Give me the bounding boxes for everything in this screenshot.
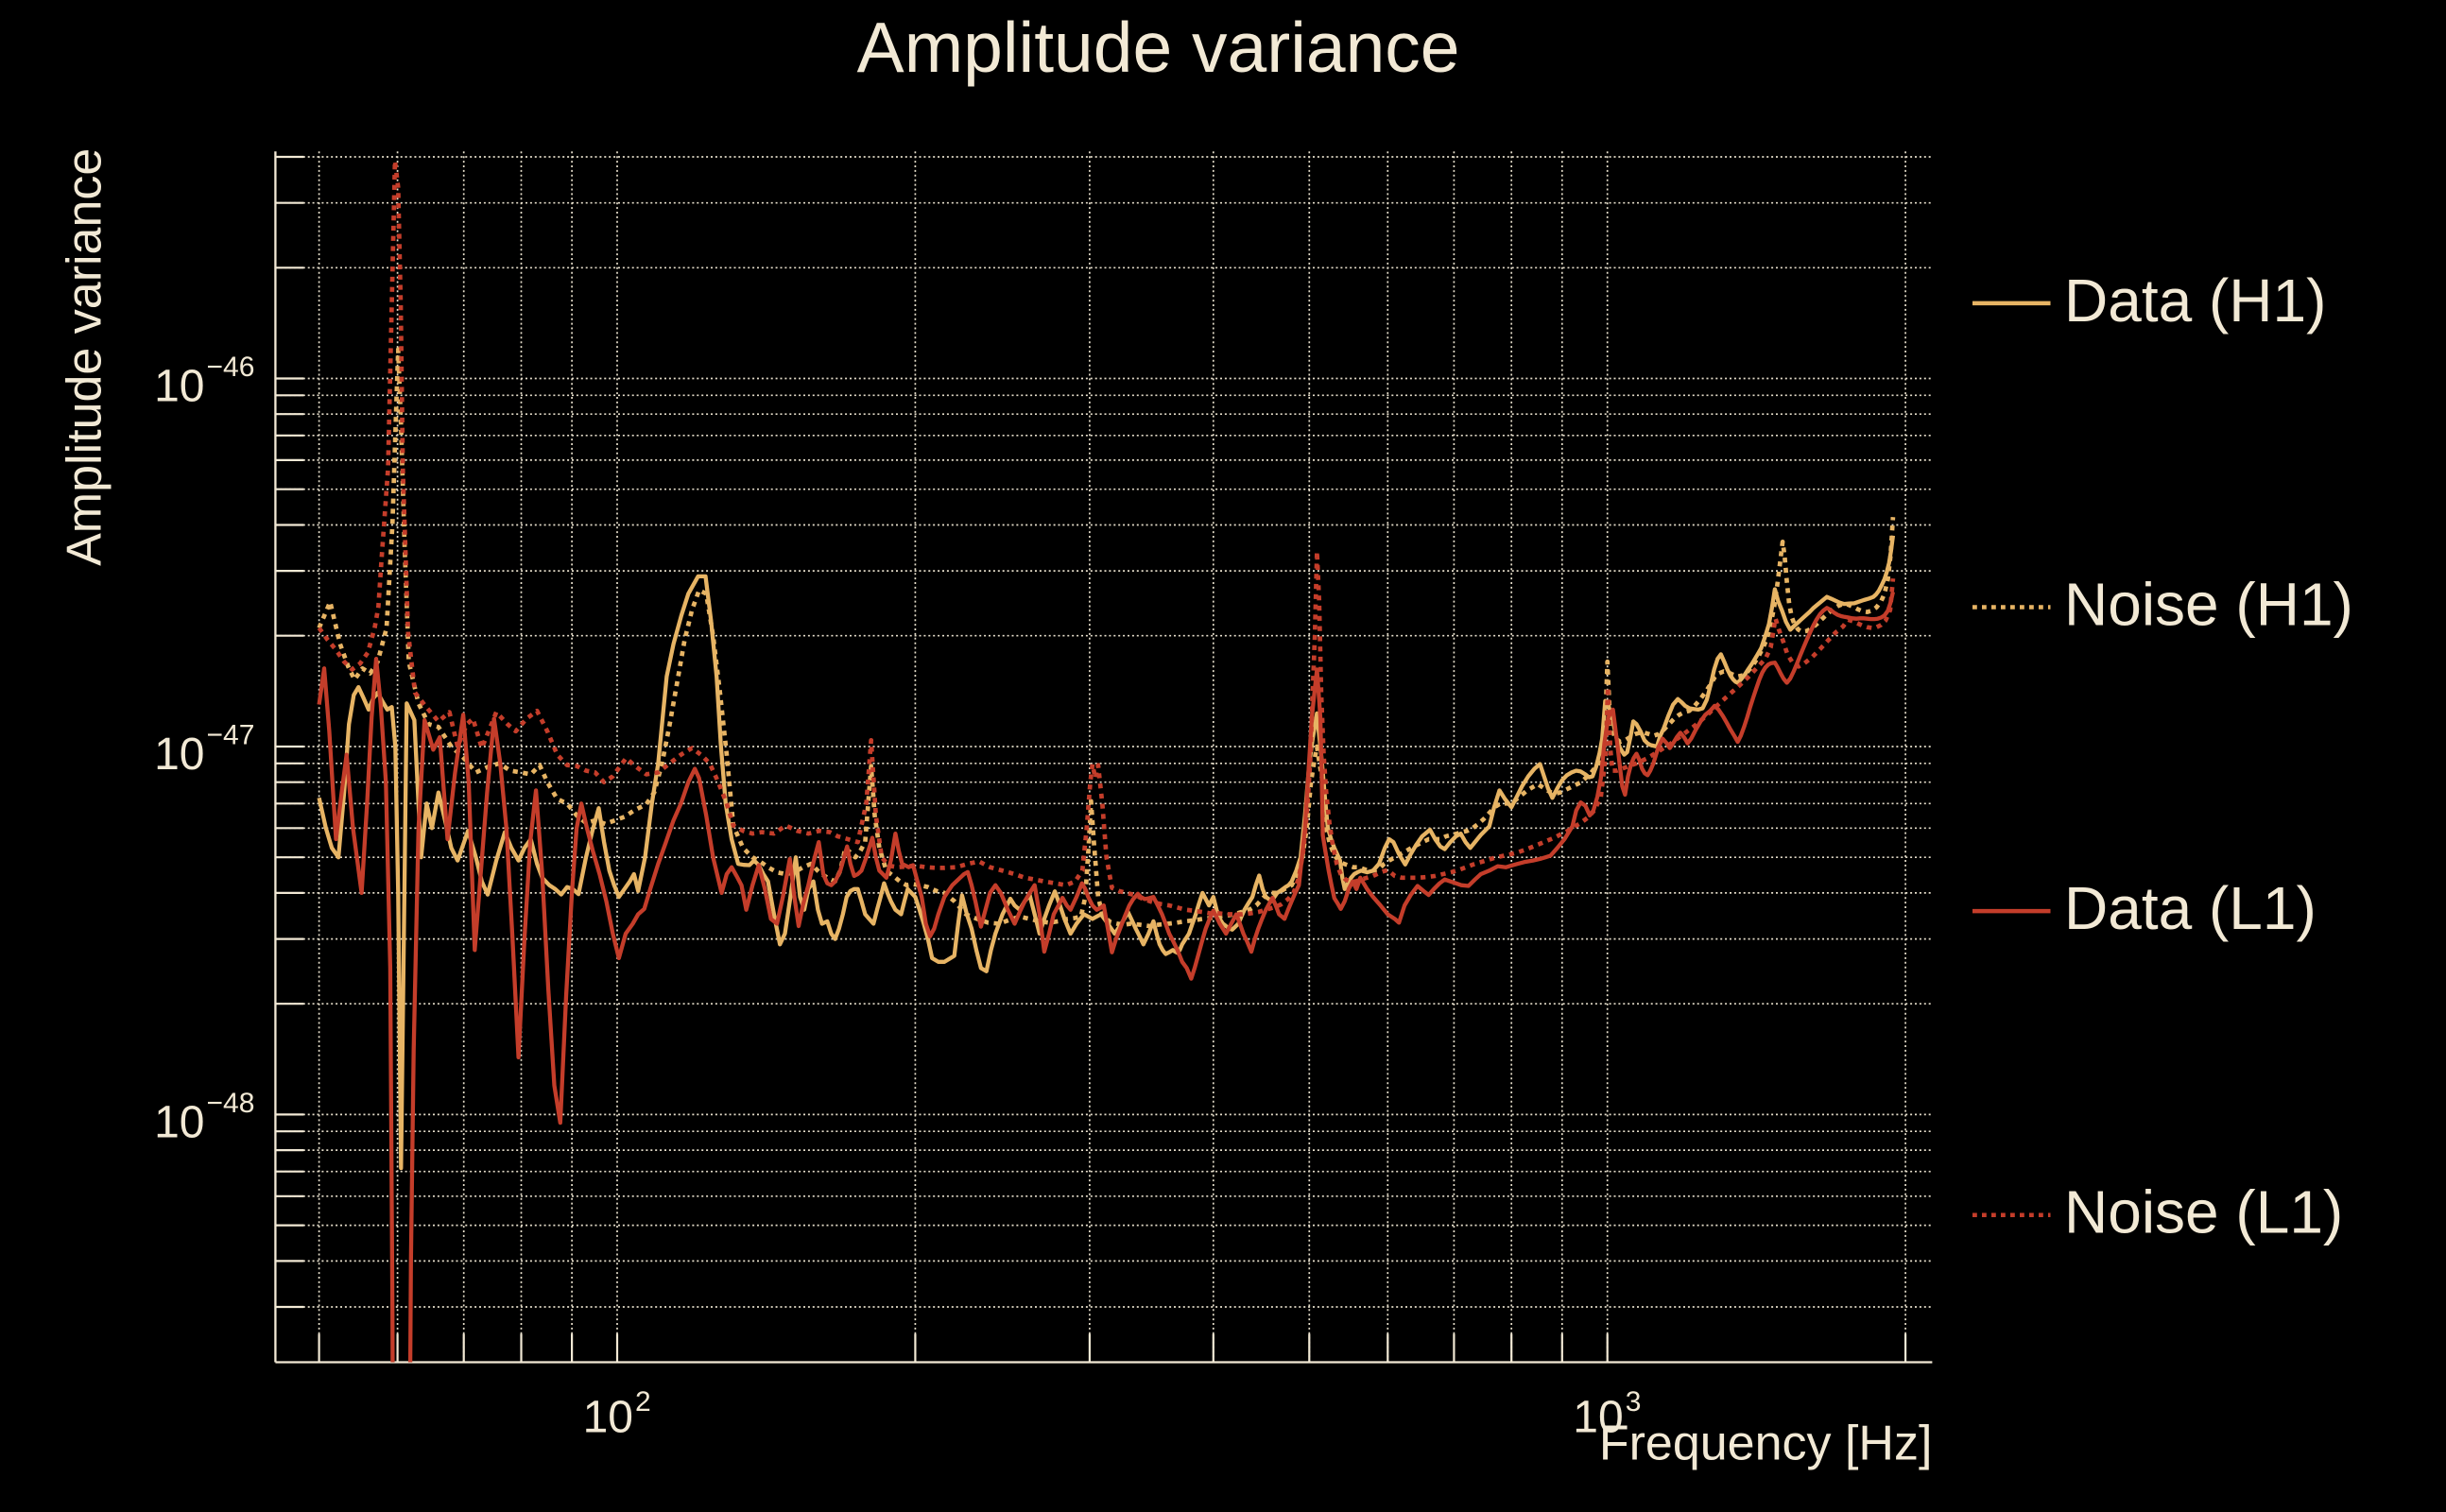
svg-text:10: 10	[1573, 1392, 1623, 1442]
svg-text:Data (H1): Data (H1)	[2064, 266, 2326, 335]
svg-text:10: 10	[583, 1392, 633, 1442]
svg-text:10: 10	[154, 362, 204, 412]
svg-text:Noise (L1): Noise (L1)	[2064, 1178, 2343, 1246]
svg-text:−46: −46	[207, 352, 255, 383]
svg-text:10: 10	[154, 1098, 204, 1148]
svg-text:Amplitude variance: Amplitude variance	[57, 148, 112, 566]
svg-text:3: 3	[1626, 1386, 1642, 1418]
svg-text:−47: −47	[207, 719, 255, 750]
svg-text:−48: −48	[207, 1088, 255, 1119]
svg-text:2: 2	[635, 1386, 651, 1418]
svg-text:Data (L1): Data (L1)	[2064, 874, 2317, 942]
svg-text:Noise (H1): Noise (H1)	[2064, 571, 2353, 639]
svg-text:Frequency [Hz]: Frequency [Hz]	[1599, 1416, 1933, 1470]
svg-text:Amplitude variance: Amplitude variance	[857, 8, 1460, 87]
svg-text:10: 10	[154, 730, 204, 780]
